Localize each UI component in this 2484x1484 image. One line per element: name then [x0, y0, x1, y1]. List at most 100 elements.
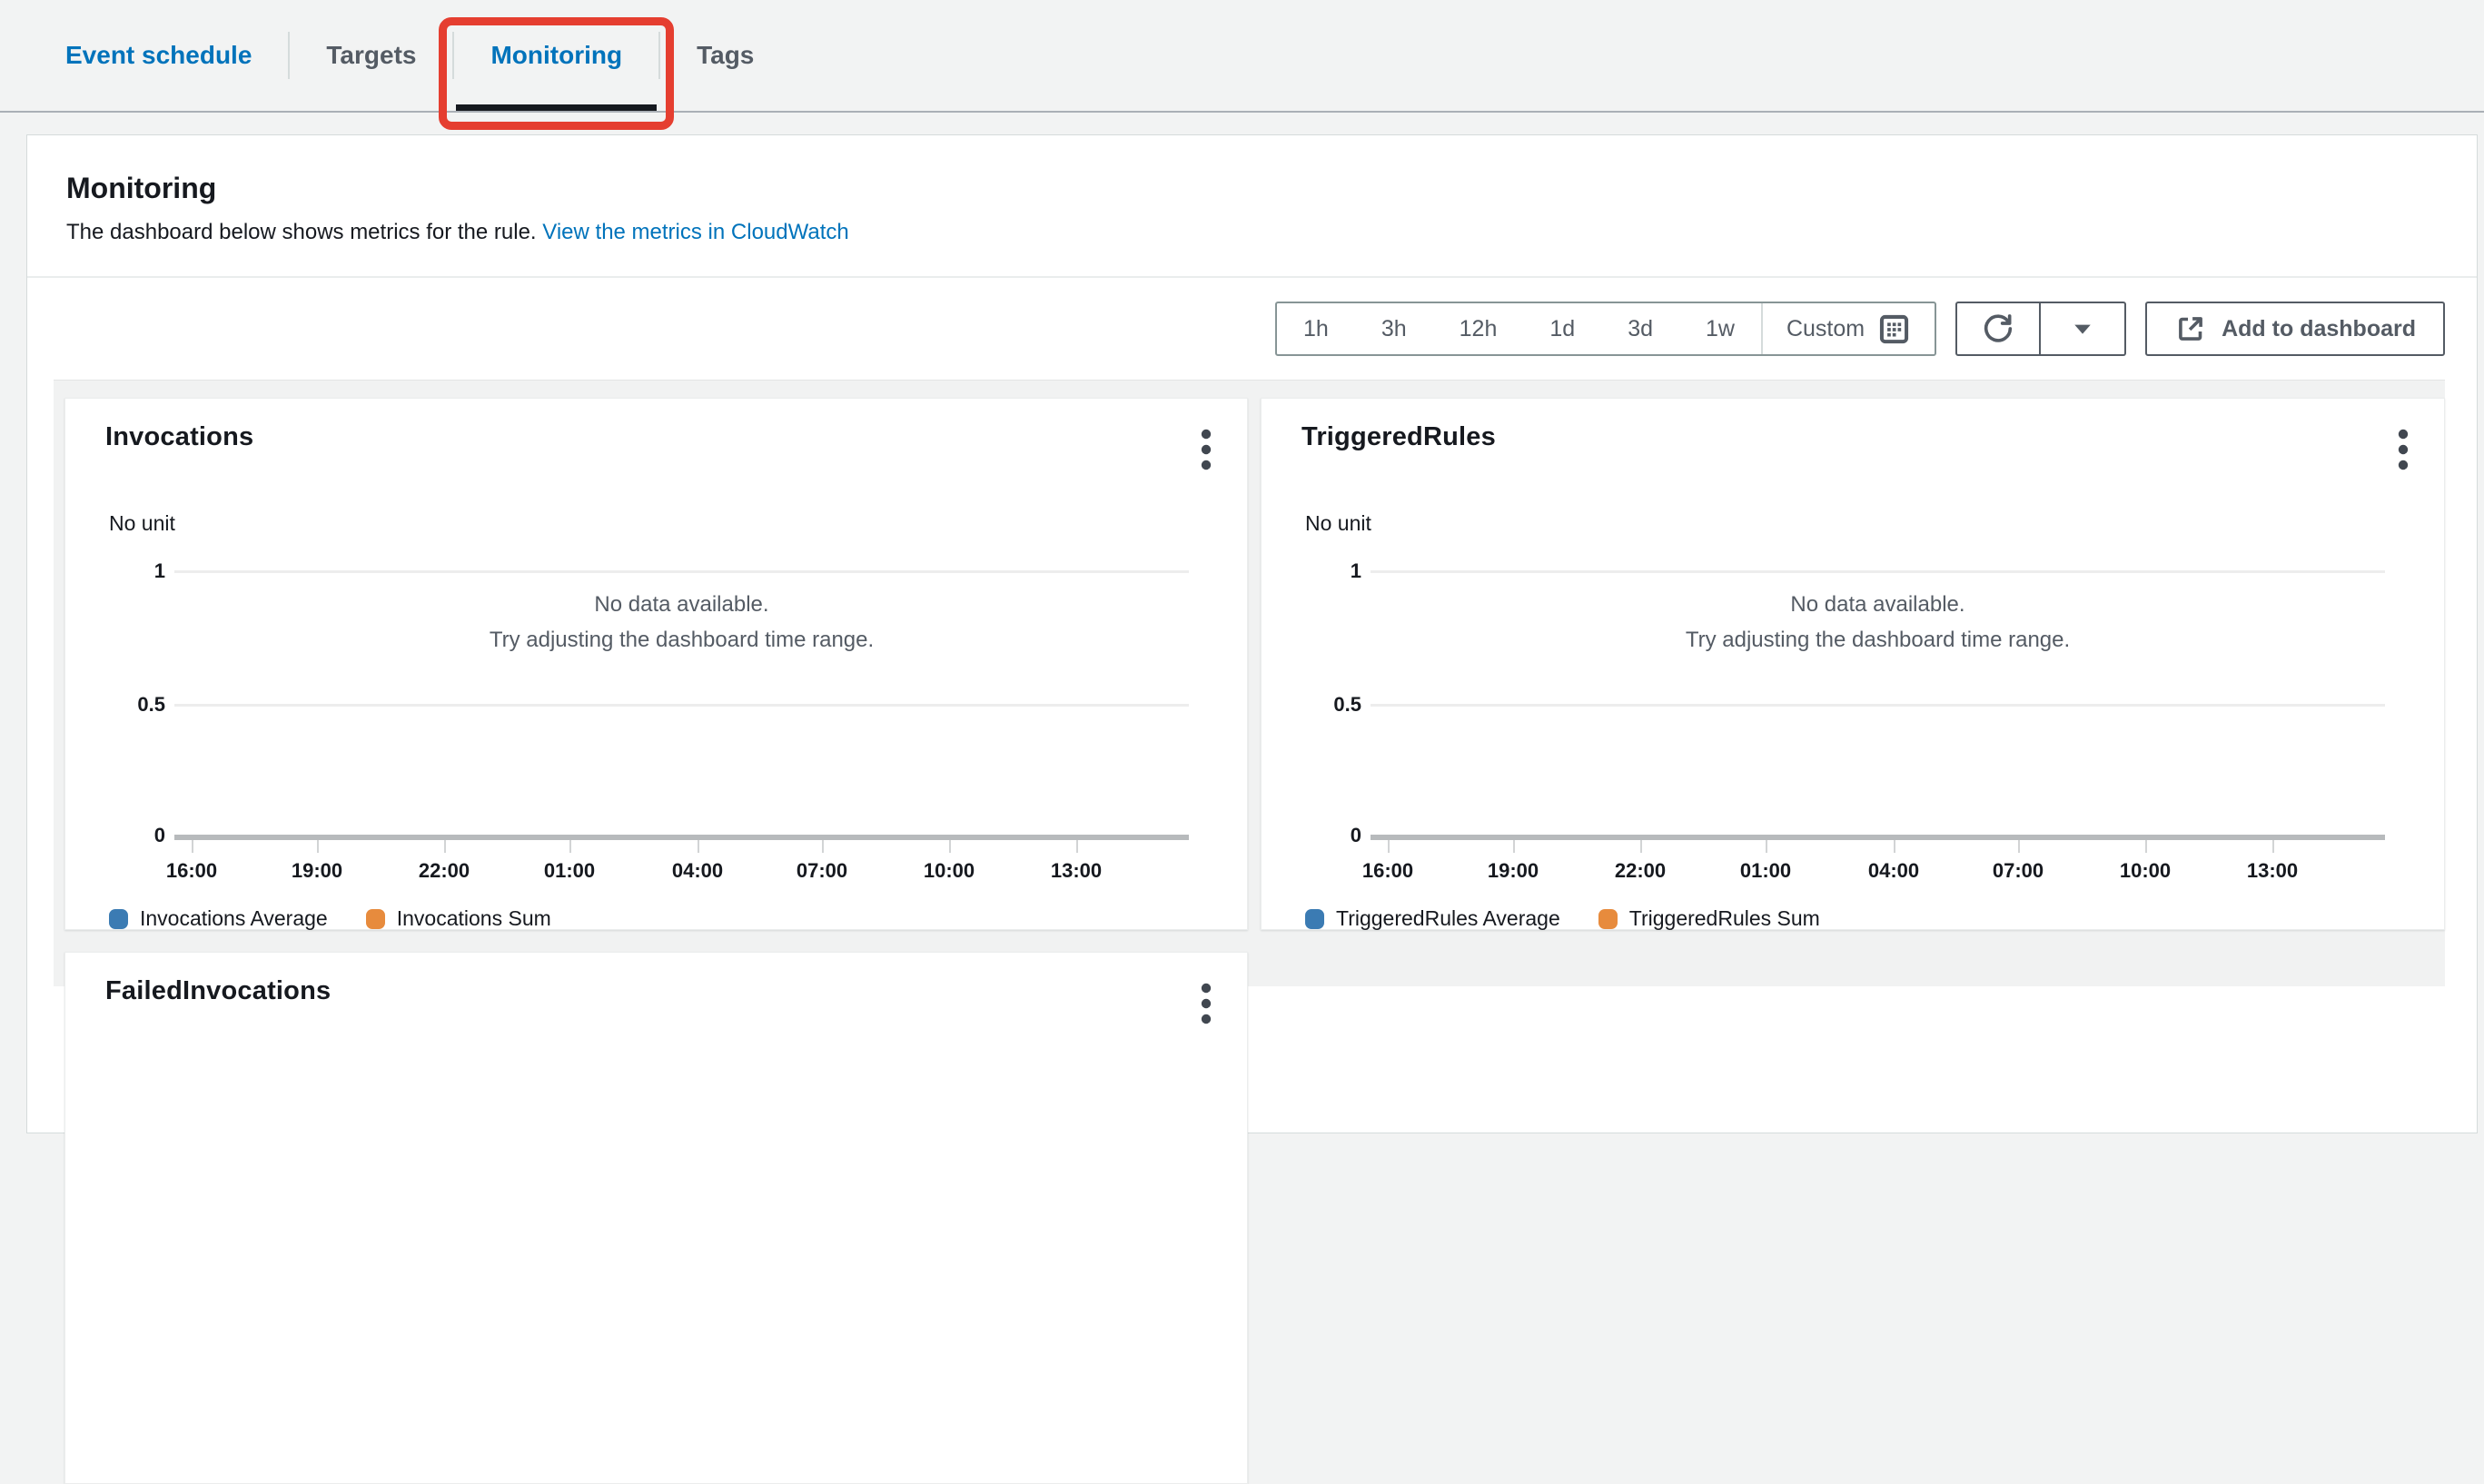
- legend-label: Invocations Sum: [396, 906, 551, 930]
- x-tick: [192, 840, 193, 853]
- refresh-options-button[interactable]: [2041, 302, 2127, 356]
- dashboard-area: Invocations No unit 1 0.5 0 No: [54, 380, 2445, 1484]
- description-text: The dashboard below shows metrics for th…: [66, 220, 537, 244]
- monitoring-panel: Monitoring The dashboard below shows met…: [26, 134, 2478, 1484]
- y-tick-label: 0: [1350, 824, 1361, 846]
- x-tick: [2272, 840, 2274, 853]
- refresh-button[interactable]: [1955, 302, 2042, 356]
- x-tick-label: 10:00: [923, 859, 975, 882]
- chart-plot-area: 1 0.5 0 No data available. Try adjusting…: [134, 559, 1209, 882]
- x-tick-label: 13:00: [1050, 859, 1103, 882]
- x-tick: [1076, 840, 1078, 853]
- legend-item[interactable]: Invocations Average: [109, 906, 328, 931]
- kebab-menu-icon[interactable]: [1191, 422, 1222, 477]
- tab-monitoring[interactable]: Monitoring: [439, 17, 675, 130]
- y-tick-label: 0.5: [137, 693, 165, 716]
- x-tick-label: 07:00: [1992, 859, 2044, 882]
- legend-swatch-orange: [1598, 908, 1618, 929]
- x-tick: [949, 840, 951, 853]
- x-tick: [1513, 840, 1515, 853]
- tab-bar: Event schedule Targets Monitoring Tags: [0, 0, 2484, 130]
- x-tick: [822, 840, 824, 853]
- legend-label: TriggeredRules Average: [1336, 906, 1560, 930]
- tab-separator: [452, 32, 455, 79]
- x-tick: [1640, 840, 1642, 853]
- caret-down-icon: [2069, 315, 2096, 342]
- invocations-widget: Invocations No unit 1 0.5 0 No: [64, 398, 1248, 930]
- chart-plot-area: 1 0.5 0 No data available. Try adjusting…: [1331, 559, 2405, 882]
- x-tick-label: 16:00: [165, 859, 218, 882]
- time-range-3d[interactable]: 3d: [1628, 315, 1653, 341]
- legend-label: Invocations Average: [140, 906, 328, 930]
- tab-tags[interactable]: Tags: [697, 41, 755, 69]
- time-range-12h[interactable]: 12h: [1459, 315, 1498, 341]
- tab-separator: [658, 32, 661, 79]
- y-tick-label: 1: [153, 559, 165, 582]
- header-divider: [27, 276, 2477, 278]
- tab-separator: [288, 32, 291, 79]
- time-range-3h[interactable]: 3h: [1381, 315, 1407, 341]
- x-tick: [444, 840, 446, 853]
- x-tick-label: 19:00: [1487, 859, 1539, 882]
- x-tick: [2145, 840, 2147, 853]
- dashboard-toolbar: 1h 3h 12h 1d 3d 1w Custom: [27, 278, 2477, 380]
- legend-item[interactable]: TriggeredRules Average: [1305, 906, 1560, 931]
- failedinvocations-widget: FailedInvocations: [64, 952, 1248, 1484]
- x-tick-label: 10:00: [2119, 859, 2172, 882]
- red-annotation-box: [439, 17, 675, 130]
- refresh-split-button: [1955, 302, 2127, 356]
- x-axis-baseline: [174, 835, 1189, 840]
- page-title: Monitoring: [66, 172, 217, 204]
- panel-header: Monitoring The dashboard below shows met…: [27, 135, 2477, 245]
- add-to-dashboard-button[interactable]: Add to dashboard: [2145, 302, 2445, 356]
- x-tick-label: 13:00: [2246, 859, 2299, 882]
- x-tick-label: 16:00: [1361, 859, 1414, 882]
- time-range-custom[interactable]: Custom: [1763, 303, 1935, 354]
- time-range-1h[interactable]: 1h: [1303, 315, 1329, 341]
- y-axis-unit-label: No unit: [1305, 511, 1371, 535]
- time-range-1d[interactable]: 1d: [1549, 315, 1576, 341]
- y-tick-label: 0: [153, 824, 165, 846]
- cloudwatch-metrics-link[interactable]: View the metrics in CloudWatch: [542, 220, 849, 244]
- gridline: [174, 704, 1189, 707]
- x-tick: [1766, 840, 1767, 853]
- no-data-message: No data available. Try adjusting the das…: [1685, 592, 2071, 652]
- y-tick-label: 0.5: [1333, 693, 1361, 716]
- x-tick: [2018, 840, 2020, 853]
- x-tick-label: 01:00: [1739, 859, 1792, 882]
- tab-targets[interactable]: Targets: [326, 41, 417, 69]
- active-tab-underline: [456, 104, 658, 111]
- custom-label: Custom: [1786, 315, 1865, 341]
- tab-monitoring-label: Monitoring: [490, 41, 623, 69]
- legend-item[interactable]: Invocations Sum: [365, 906, 551, 931]
- x-tick-label: 04:00: [671, 859, 724, 882]
- y-axis-unit-label: No unit: [109, 511, 175, 535]
- external-link-icon: [2174, 312, 2207, 345]
- calendar-grid-icon: [1877, 312, 1911, 346]
- x-tick-label: 07:00: [796, 859, 848, 882]
- x-tick: [1894, 840, 1895, 853]
- chart-legend: TriggeredRules Average TriggeredRules Su…: [1305, 906, 2444, 931]
- x-axis-baseline: [1371, 835, 2385, 840]
- time-range-1w[interactable]: 1w: [1706, 315, 1735, 341]
- gridline: [1371, 704, 2385, 707]
- y-tick-label: 1: [1350, 559, 1361, 582]
- refresh-icon: [1980, 311, 2016, 347]
- widget-title: FailedInvocations: [105, 976, 332, 1005]
- kebab-menu-icon[interactable]: [1191, 976, 1222, 1031]
- x-tick-label: 19:00: [291, 859, 343, 882]
- legend-item[interactable]: TriggeredRules Sum: [1598, 906, 1820, 931]
- legend-label: TriggeredRules Sum: [1628, 906, 1820, 930]
- x-tick: [569, 840, 571, 853]
- no-data-message: No data available. Try adjusting the das…: [489, 592, 875, 652]
- widget-title: Invocations: [105, 422, 254, 451]
- triggeredrules-widget: TriggeredRules No unit 1 0.5 0: [1261, 398, 2445, 930]
- x-tick-label: 22:00: [1614, 859, 1667, 882]
- widget-title: TriggeredRules: [1301, 422, 1496, 451]
- kebab-menu-icon[interactable]: [2388, 422, 2419, 477]
- legend-swatch-blue: [109, 908, 128, 929]
- gridline: [174, 570, 1189, 573]
- panel-description: The dashboard below shows metrics for th…: [66, 220, 2438, 245]
- tab-event-schedule[interactable]: Event schedule: [65, 41, 252, 69]
- chart-legend: Invocations Average Invocations Sum: [109, 906, 1247, 931]
